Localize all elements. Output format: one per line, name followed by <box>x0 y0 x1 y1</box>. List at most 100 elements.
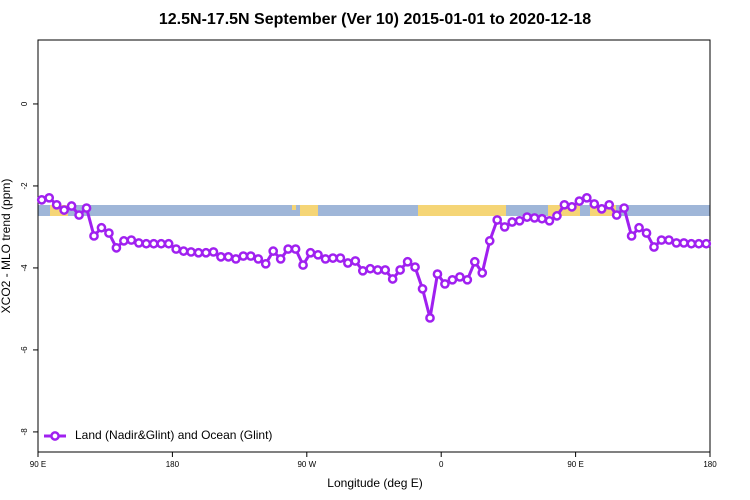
point <box>559 199 570 210</box>
point <box>178 246 189 256</box>
point <box>66 201 77 211</box>
point <box>111 242 122 253</box>
point <box>89 231 99 241</box>
point <box>432 269 443 279</box>
point <box>596 204 607 214</box>
point <box>335 253 346 263</box>
point <box>320 254 331 264</box>
point <box>537 213 547 224</box>
point <box>447 274 458 285</box>
land-band <box>300 205 318 216</box>
y-tick-label: -8 <box>20 428 29 436</box>
point <box>357 265 368 276</box>
y-axis-label: XCO2 - MLO trend (ppm) <box>0 179 13 314</box>
point <box>245 251 256 261</box>
point <box>156 238 167 249</box>
point <box>641 228 652 238</box>
point <box>133 238 144 248</box>
point <box>522 212 532 222</box>
point <box>395 265 405 275</box>
point <box>380 265 391 275</box>
land-band <box>548 205 580 216</box>
point <box>328 253 338 263</box>
point <box>51 199 62 210</box>
point <box>567 201 577 212</box>
point <box>141 238 152 249</box>
legend-marker <box>50 431 60 441</box>
point <box>313 249 323 260</box>
point <box>410 262 420 272</box>
y-tick-label: 0 <box>20 101 29 106</box>
point <box>619 203 629 213</box>
point <box>402 256 413 267</box>
point <box>343 258 353 268</box>
point <box>223 252 234 262</box>
legend-label: Land (Nadir&Glint) and Ocean (Glint) <box>75 428 272 442</box>
point <box>36 195 47 205</box>
point <box>440 279 450 289</box>
chart-title: 12.5N-17.5N September (Ver 10) 2015-01-0… <box>159 11 591 28</box>
land-band <box>50 205 68 216</box>
point <box>589 199 600 209</box>
point <box>656 235 667 245</box>
x-tick-label: 0 <box>439 460 444 469</box>
point <box>275 254 286 264</box>
point <box>417 283 428 294</box>
land-band <box>418 205 506 216</box>
point <box>581 192 592 203</box>
point <box>492 215 503 225</box>
point <box>634 222 644 233</box>
point <box>529 213 540 223</box>
point <box>253 254 264 264</box>
point <box>104 228 114 238</box>
land-band <box>292 205 296 210</box>
point <box>81 203 92 213</box>
point <box>208 247 219 257</box>
point <box>260 258 271 269</box>
y-tick-label: -4 <box>20 264 29 272</box>
point <box>455 272 465 282</box>
point <box>671 238 682 248</box>
point <box>186 247 196 257</box>
point <box>283 244 293 254</box>
x-tick-label: 90 E <box>567 460 583 469</box>
point <box>686 238 697 249</box>
point <box>231 254 241 264</box>
point <box>350 256 361 266</box>
point <box>59 205 69 215</box>
point <box>372 265 383 275</box>
y-tick-label: -6 <box>20 346 29 354</box>
point <box>193 247 204 258</box>
point <box>462 274 473 285</box>
point <box>604 199 615 210</box>
x-tick-label: 180 <box>166 460 180 469</box>
point <box>126 235 137 245</box>
point <box>514 215 525 226</box>
point <box>664 235 674 245</box>
point <box>679 238 689 248</box>
point <box>44 192 55 203</box>
point <box>499 222 510 232</box>
point <box>163 238 174 249</box>
point <box>425 313 435 323</box>
point <box>238 251 249 261</box>
point <box>387 274 398 284</box>
point <box>365 263 376 274</box>
point <box>626 231 637 241</box>
point <box>507 217 517 227</box>
x-tick-label: 180 <box>703 460 717 469</box>
point <box>477 268 488 278</box>
point <box>552 211 562 221</box>
point <box>305 247 316 258</box>
point <box>268 246 279 256</box>
point <box>574 196 585 206</box>
x-tick-label: 90 E <box>30 460 46 469</box>
ocean-band <box>38 205 710 216</box>
point <box>148 238 159 249</box>
point <box>544 215 555 226</box>
point <box>96 222 107 233</box>
point <box>201 247 211 258</box>
point <box>693 238 704 249</box>
point <box>298 260 308 270</box>
